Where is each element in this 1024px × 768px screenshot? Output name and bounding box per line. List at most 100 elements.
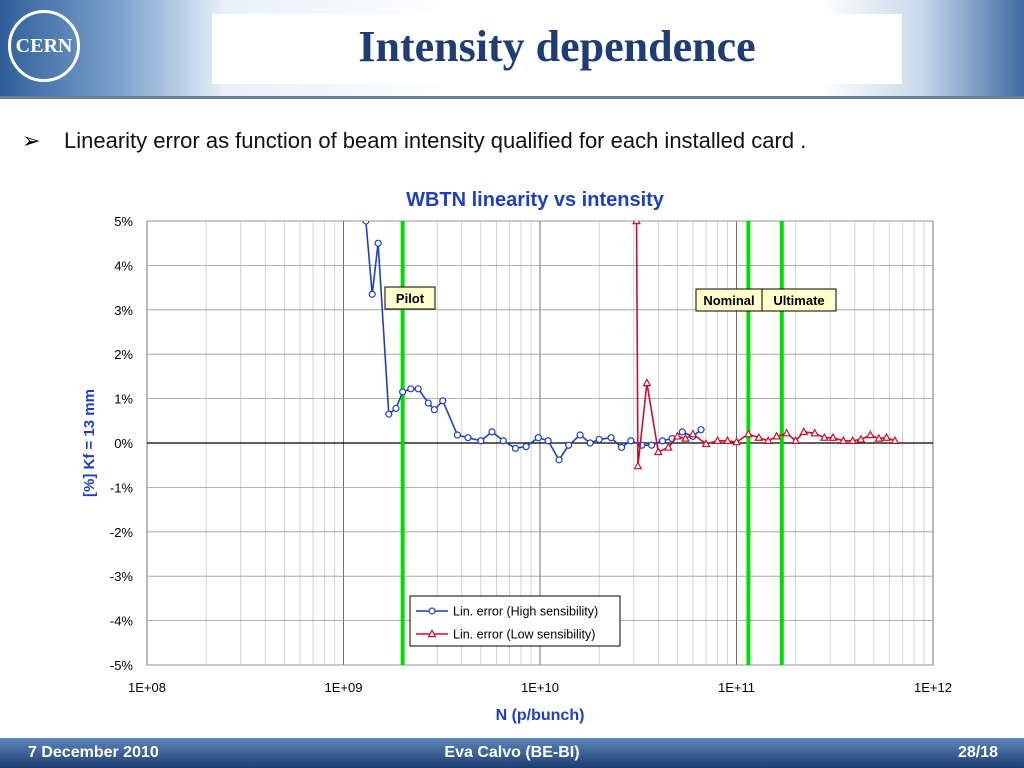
data-point-low [754,432,764,441]
data-point-low [723,435,732,444]
data-point-high [617,443,626,452]
marker-label-box-pilot [384,286,436,310]
data-point-high [522,442,530,451]
y-axis-label: [%] Kf = 13 mm [81,389,98,497]
data-point-low [856,434,866,443]
slide-title: Intensity dependence [212,14,902,84]
data-point-low [819,432,829,441]
header-divider [0,96,1024,99]
data-point-low [642,378,652,387]
data-point-high [424,399,432,407]
data-point-high [464,434,472,442]
data-point-low [701,439,711,448]
data-point-high [430,406,438,414]
data-point-high [385,410,393,418]
data-point-low [772,431,782,440]
series-group [362,221,900,470]
y-tick-label: 4% [114,258,133,273]
x-tick-label: 1E+12 [914,680,952,695]
data-point-high [544,437,552,445]
y-tick-label: -4% [110,614,134,629]
data-point-high [576,431,584,439]
data-point-high [453,431,462,439]
data-point-low [633,461,643,470]
y-tick-label: -1% [110,480,134,495]
y-tick-label: 0% [114,436,133,451]
x-tick-label: 1E+11 [718,680,755,695]
data-point-low [848,435,858,444]
data-point-low [632,221,641,225]
y-tick-label: -2% [110,525,134,540]
legend-swatch-marker [428,607,436,615]
data-point-high [368,290,376,298]
data-point-low [838,435,848,444]
data-point-high [511,444,520,452]
data-point-high [586,439,594,447]
data-point-high [607,434,615,442]
marker-label-nominal: Nominal [703,293,754,308]
data-point-low [890,435,900,444]
data-point-low [688,429,698,438]
data-point-low [828,432,838,441]
x-axis-label: N (p/bunch) [496,707,585,724]
footer-date: 7 December 2010 [28,744,159,761]
data-point-high [414,385,422,393]
data-point-low [865,430,875,439]
data-point-high [362,221,370,225]
data-point-high [595,435,603,444]
data-point-low [791,435,801,444]
legend-entry-label: Lin. error (High sensibility) [453,605,598,619]
arrow-bullet-icon: ➢ [22,128,41,153]
cern-logo: CERN [8,10,80,82]
data-point-high [565,441,573,449]
data-point-high [555,456,563,464]
y-tick-label: -3% [110,569,134,584]
data-point-high [648,441,656,449]
data-point-low [882,432,891,441]
footer-author: Eva Calvo (BE-BI) [444,744,580,761]
y-tick-label: 1% [114,392,133,407]
linearity-chart: 5% 4% 3% 2% 1% 0% -1% -2% -3% -4% -5% 1E+08 1E+09 1E+… [81,189,952,724]
data-point-low [744,429,753,438]
data-point-low [874,433,884,442]
y-tick-label: 3% [114,303,133,318]
data-point-low [663,442,673,451]
y-tick-label: 5% [114,214,133,229]
cern-logo-text: CERN [15,35,73,57]
y-tick-label: -5% [110,658,134,673]
data-point-high [374,239,382,247]
data-point-high [627,437,635,445]
data-point-high [392,404,400,412]
chart-title: WBTN linearity vs intensity [406,189,665,211]
data-point-low [763,435,773,444]
data-point-low [681,433,690,442]
y-tick-label: 2% [114,347,133,362]
footer-page-number: 28/18 [957,744,998,761]
data-point-high [499,437,507,445]
data-point-high [678,428,686,436]
data-point-low [732,437,741,446]
data-point-low [810,428,820,437]
data-point-high [407,385,415,393]
data-point-low [713,435,722,444]
marker-label-ultimate: Ultimate [773,293,824,308]
legend-box [409,595,621,647]
x-tick-label: 1E+08 [128,680,166,695]
data-point-high [477,437,485,445]
data-point-low [653,447,663,456]
data-point-high [488,428,496,436]
data-point-low [782,428,792,437]
legend-entry-label: Lin. error (Low sensibility) [453,628,595,642]
data-point-high [697,426,705,434]
marker-label-pilot: Pilot [396,291,425,306]
bullet-text: Linearity error as function of beam inte… [64,128,807,153]
data-point-high [658,437,667,445]
x-tick-label: 1E+10 [521,680,559,695]
data-point-low [799,427,809,436]
legend-swatch-marker [427,629,437,638]
data-point-high [439,397,447,405]
bullet-item: ➢ Linearity error as function of beam in… [22,124,1002,158]
data-point-low [672,431,682,440]
data-point-high [399,388,407,396]
data-point-high [534,434,542,442]
